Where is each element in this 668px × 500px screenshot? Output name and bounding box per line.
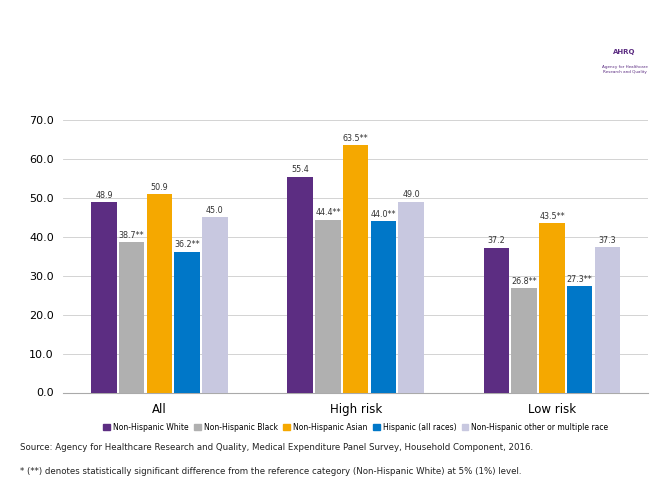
Text: 38.7**: 38.7**: [119, 230, 144, 239]
Text: 49.0: 49.0: [402, 190, 420, 200]
Bar: [343, 146, 369, 392]
Text: Agency for Healthcare
Research and Quality: Agency for Healthcare Research and Quali…: [602, 66, 647, 74]
Bar: [371, 221, 396, 392]
Bar: [539, 223, 564, 392]
Text: 44.0**: 44.0**: [371, 210, 396, 219]
Ellipse shape: [581, 6, 668, 106]
Bar: [119, 242, 144, 392]
Bar: [315, 220, 341, 392]
Text: 27.3**: 27.3**: [567, 275, 593, 284]
Text: 45.0: 45.0: [206, 206, 224, 215]
Bar: [484, 248, 509, 392]
Text: 26.8**: 26.8**: [512, 277, 537, 286]
Bar: [287, 177, 313, 392]
Bar: [202, 218, 228, 392]
Text: 44.4**: 44.4**: [315, 208, 341, 218]
Text: AHRQ: AHRQ: [613, 49, 636, 54]
Bar: [595, 248, 620, 392]
Bar: [174, 252, 200, 392]
Text: 37.2: 37.2: [488, 236, 506, 246]
Text: 37.3: 37.3: [599, 236, 617, 245]
Text: 55.4: 55.4: [291, 166, 309, 174]
Text: 63.5**: 63.5**: [343, 134, 369, 143]
Text: 43.5**: 43.5**: [539, 212, 564, 221]
Bar: [567, 286, 593, 393]
Text: * (**) denotes statistically significant difference from the reference category : * (**) denotes statistically significant…: [20, 468, 522, 476]
Text: 50.9: 50.9: [150, 183, 168, 192]
Text: 36.2**: 36.2**: [174, 240, 200, 249]
Bar: [512, 288, 537, 393]
Text: 48.9: 48.9: [95, 191, 113, 200]
Text: Source: Agency for Healthcare Research and Quality, Medical Expenditure Panel Su: Source: Agency for Healthcare Research a…: [20, 442, 533, 452]
Text: Figure 1: Percentage of Adults Who Received an
Influenza Vaccination within the : Figure 1: Percentage of Adults Who Recei…: [117, 28, 498, 80]
Bar: [147, 194, 172, 392]
Bar: [398, 202, 424, 392]
Legend: Non-Hispanic White, Non-Hispanic Black, Non-Hispanic Asian, Hispanic (all races): Non-Hispanic White, Non-Hispanic Black, …: [100, 420, 612, 434]
Bar: [92, 202, 117, 392]
